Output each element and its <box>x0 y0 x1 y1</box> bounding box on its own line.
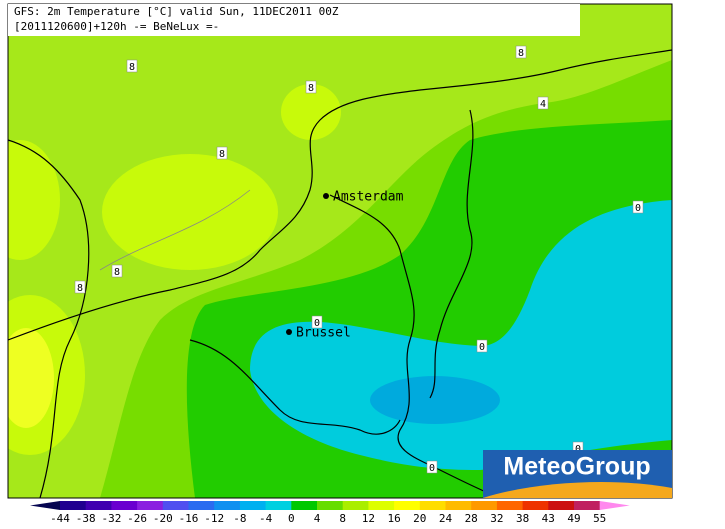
contour-label-box <box>311 315 323 329</box>
city-dot <box>323 193 329 199</box>
city-dot <box>286 329 292 335</box>
colorbar-tick-label: 38 <box>516 512 529 525</box>
colorbar-segment <box>368 501 395 510</box>
colorbar-tick-label: 0 <box>288 512 295 525</box>
contour-label-box <box>537 96 549 110</box>
colorbar-tick-label: 55 <box>593 512 606 525</box>
field-patch <box>102 154 278 270</box>
contour-label-box <box>476 339 488 353</box>
border <box>429 109 474 399</box>
colorbar-tick-label: 49 <box>567 512 580 525</box>
contour-label: 4 <box>540 99 546 110</box>
colorbar-segment <box>85 501 112 510</box>
colorbar-tick-label: -20 <box>153 512 173 525</box>
contour-label: 8 <box>114 267 120 278</box>
colorbar-arrow <box>30 501 60 510</box>
colorbar-segment <box>342 501 369 510</box>
contour-label: 8 <box>518 48 524 59</box>
colorbar-tick-label: 12 <box>362 512 375 525</box>
logo-arc <box>483 482 672 498</box>
field-patch <box>281 84 341 140</box>
colorbar-tick-label: 24 <box>439 512 453 525</box>
colorbar-tick-label: -26 <box>127 512 147 525</box>
colorbar-segment <box>317 501 344 510</box>
contour-label-box <box>305 80 317 94</box>
contour-label-box <box>111 264 123 278</box>
colorbar-segment <box>239 501 267 510</box>
colorbar-segment <box>162 501 189 510</box>
colorbar-tick-label: -16 <box>179 512 199 525</box>
logo-text: MeteoGroup <box>503 453 650 481</box>
isoline <box>99 189 251 271</box>
border <box>8 139 90 498</box>
colorbar-segment <box>471 501 498 510</box>
field-patch <box>8 328 54 428</box>
contour-label: 0 <box>479 342 485 353</box>
colorbar-segment <box>291 501 318 510</box>
colorbar-tick-label: -44 <box>50 512 70 525</box>
field-patch <box>8 140 60 260</box>
colorbar-tick-label: 32 <box>490 512 503 525</box>
colorbar-tick-label: -4 <box>259 512 273 525</box>
contour-label: 8 <box>77 283 83 294</box>
colorbar-segment <box>111 501 138 510</box>
border <box>189 339 401 435</box>
contour-label-box <box>126 59 138 73</box>
colorbar-segment <box>394 501 421 510</box>
logo: MeteoGroup <box>483 450 672 498</box>
colorbar-tick-label: 28 <box>465 512 478 525</box>
colorbar-segment <box>419 501 446 510</box>
colorbar-segment <box>265 501 292 510</box>
colorbar-segment <box>574 501 601 510</box>
colorbar-tick-label: 43 <box>542 512 555 525</box>
contour-label-box <box>515 45 527 59</box>
field-minus8-4 <box>370 376 500 424</box>
contour-label: 0 <box>429 463 435 474</box>
colorbar-segment <box>188 501 215 510</box>
city-label: Brussel <box>296 326 351 341</box>
contour-label: 0 <box>575 444 581 455</box>
contour-label-box <box>216 146 228 160</box>
colorbar-tick-label: -12 <box>204 512 224 525</box>
contour-label-box <box>632 200 644 214</box>
contour-label: 8 <box>129 62 135 73</box>
contour-labels: 8 8 4 8 8 8 8 0 0 0 0 0 <box>74 45 644 474</box>
colorbar-segment <box>214 501 241 510</box>
colorbar-tick-label: -38 <box>76 512 96 525</box>
colorbar-tick-label: -32 <box>101 512 121 525</box>
header-box <box>8 4 580 36</box>
contour-label-box <box>426 460 438 474</box>
temperature-field <box>8 4 672 498</box>
contour-label: 8 <box>308 83 314 94</box>
colorbar: -44 -38 -32 -26 -20 -16 -12 -8 -4 0 4 8 12 16 20 24 28 32… <box>30 501 630 525</box>
city-label: Amsterdam <box>333 190 404 205</box>
colorbar-segment <box>496 501 524 510</box>
border <box>329 194 501 498</box>
colorbar-tick-label: 8 <box>339 512 346 525</box>
header-line: [2011120600]+120h -= BeNeLux =- <box>14 20 219 33</box>
colorbar-segment <box>522 501 549 510</box>
coastline <box>8 49 672 341</box>
colorbar-tick-label: 16 <box>387 512 400 525</box>
colorbar-segment <box>60 501 87 510</box>
colorbar-tick-label: -8 <box>233 512 246 525</box>
colorbar-arrow <box>599 501 630 510</box>
colorbar-tick-label: 20 <box>413 512 426 525</box>
colorbar-segment <box>445 501 472 510</box>
colorbar-tick-label: 4 <box>314 512 321 525</box>
header-line: GFS: 2m Temperature [°C] valid Sun, 11DE… <box>14 5 339 18</box>
contour-label-box <box>74 280 86 294</box>
field-minus4-0 <box>250 200 672 470</box>
colorbar-segment <box>548 501 575 510</box>
colorbar-segment <box>137 501 164 510</box>
contour-label: 0 <box>314 318 320 329</box>
contour-label: 8 <box>219 149 225 160</box>
contour-label: 0 <box>635 203 641 214</box>
